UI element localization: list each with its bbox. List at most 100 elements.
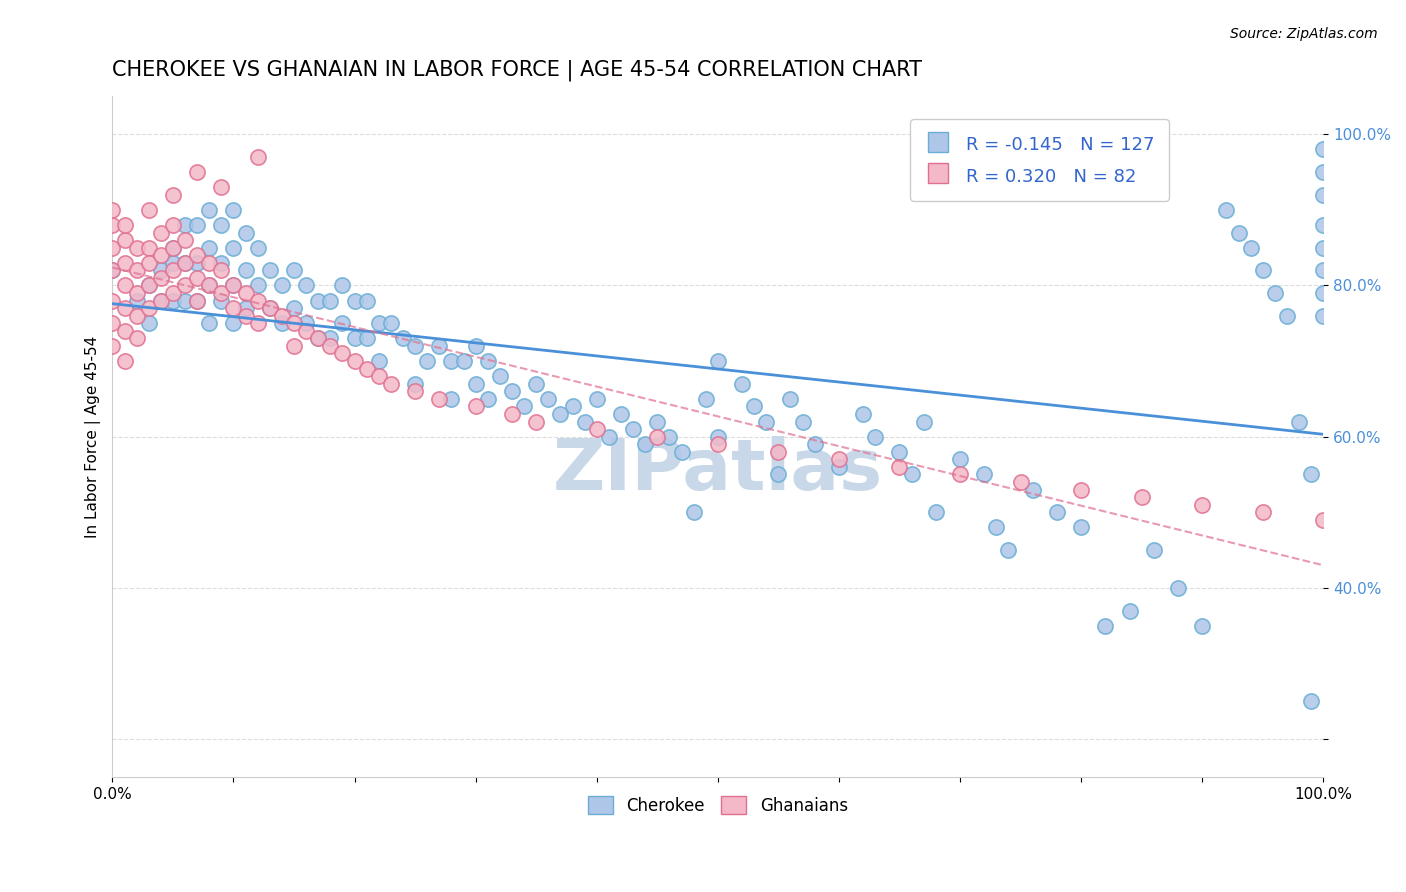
Point <box>138 301 160 315</box>
Point <box>343 293 366 308</box>
Point <box>768 444 790 458</box>
Point <box>307 331 329 345</box>
Point <box>707 430 730 444</box>
Point <box>259 301 281 315</box>
Point <box>222 241 245 255</box>
Point <box>1118 603 1140 617</box>
Point <box>114 354 136 368</box>
Legend: Cherokee, Ghanaians: Cherokee, Ghanaians <box>579 789 856 823</box>
Point <box>1312 513 1334 527</box>
Point <box>114 256 136 270</box>
Point <box>707 354 730 368</box>
Point <box>889 444 911 458</box>
Point <box>209 263 232 277</box>
Point <box>198 278 221 293</box>
Point <box>768 467 790 482</box>
Point <box>174 256 197 270</box>
Point <box>222 278 245 293</box>
Point <box>209 256 232 270</box>
Point <box>380 376 402 391</box>
Text: Source: ZipAtlas.com: Source: ZipAtlas.com <box>1230 27 1378 41</box>
Point <box>513 400 536 414</box>
Point <box>1312 142 1334 156</box>
Point <box>1215 202 1237 217</box>
Point <box>912 415 935 429</box>
Point <box>392 331 415 345</box>
Point <box>489 369 512 384</box>
Point <box>235 301 257 315</box>
Point <box>222 301 245 315</box>
Point <box>356 331 378 345</box>
Point <box>416 354 439 368</box>
Point <box>174 293 197 308</box>
Point <box>1010 475 1032 489</box>
Point <box>1312 218 1334 232</box>
Point <box>561 400 583 414</box>
Point <box>986 520 1008 534</box>
Point <box>114 301 136 315</box>
Point <box>997 543 1019 558</box>
Point <box>101 339 124 353</box>
Point <box>149 248 172 262</box>
Point <box>114 233 136 247</box>
Point <box>138 202 160 217</box>
Point <box>246 150 269 164</box>
Point <box>138 256 160 270</box>
Point <box>235 226 257 240</box>
Point <box>949 452 972 467</box>
Point <box>1046 505 1069 519</box>
Point <box>1312 241 1334 255</box>
Point <box>1191 498 1213 512</box>
Point <box>658 430 681 444</box>
Point <box>367 369 389 384</box>
Point <box>682 505 704 519</box>
Point <box>1251 505 1274 519</box>
Point <box>332 316 354 330</box>
Point <box>319 339 342 353</box>
Point <box>1312 187 1334 202</box>
Point <box>101 241 124 255</box>
Point <box>198 278 221 293</box>
Point <box>1143 543 1166 558</box>
Point <box>427 392 450 406</box>
Point <box>125 293 148 308</box>
Point <box>404 384 426 399</box>
Point <box>149 293 172 308</box>
Point <box>343 354 366 368</box>
Point <box>524 415 547 429</box>
Point <box>645 415 668 429</box>
Point <box>453 354 475 368</box>
Point <box>162 218 184 232</box>
Point <box>149 293 172 308</box>
Point <box>1070 520 1092 534</box>
Point <box>162 241 184 255</box>
Point <box>125 263 148 277</box>
Point <box>803 437 825 451</box>
Point <box>949 467 972 482</box>
Point <box>307 293 329 308</box>
Point <box>1227 226 1250 240</box>
Point <box>707 437 730 451</box>
Point <box>101 202 124 217</box>
Text: ZIPatlas: ZIPatlas <box>553 436 883 505</box>
Point <box>427 339 450 353</box>
Point <box>645 430 668 444</box>
Point <box>186 256 208 270</box>
Point <box>1312 263 1334 277</box>
Point <box>295 278 318 293</box>
Point <box>440 392 463 406</box>
Point <box>852 407 875 421</box>
Point <box>1301 694 1323 708</box>
Point <box>283 316 305 330</box>
Point <box>162 293 184 308</box>
Point <box>162 241 184 255</box>
Point <box>755 415 778 429</box>
Point <box>283 339 305 353</box>
Point <box>198 256 221 270</box>
Point <box>283 263 305 277</box>
Point <box>198 241 221 255</box>
Point <box>246 293 269 308</box>
Point <box>343 331 366 345</box>
Point <box>295 316 318 330</box>
Point <box>125 285 148 300</box>
